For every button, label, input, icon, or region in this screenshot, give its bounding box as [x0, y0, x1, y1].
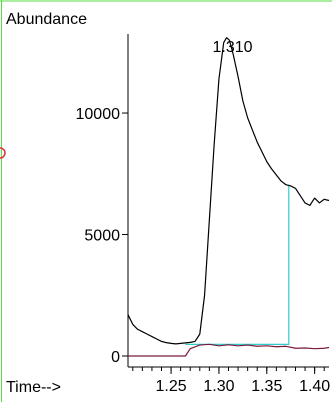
x-tick-label: 1.35: [251, 378, 282, 395]
integration-marker: [185, 184, 290, 345]
y-tick-label: 10000: [76, 106, 121, 123]
x-axis-title: Time-->: [6, 379, 61, 396]
x-tick-label: 1.30: [203, 378, 234, 395]
y-tick-label: 5000: [84, 228, 120, 245]
y-tick-group: 0 5000 10000: [76, 106, 128, 366]
baseline-trace-line: [128, 343, 330, 357]
indicator-circle: [0, 147, 6, 159]
x-minor-tick-group: [132, 367, 325, 371]
tic-signal-line: [127, 37, 330, 345]
y-axis-title: Abundance: [6, 11, 87, 28]
x-tick-label: 1.40: [299, 378, 330, 395]
x-tick-group: 1.25 1.30 1.35 1.40: [156, 367, 330, 395]
x-tick-label: 1.25: [156, 378, 187, 395]
peak-label: 1.310: [212, 39, 252, 56]
series-group: [127, 37, 330, 357]
y-tick-label: 0: [111, 349, 120, 366]
